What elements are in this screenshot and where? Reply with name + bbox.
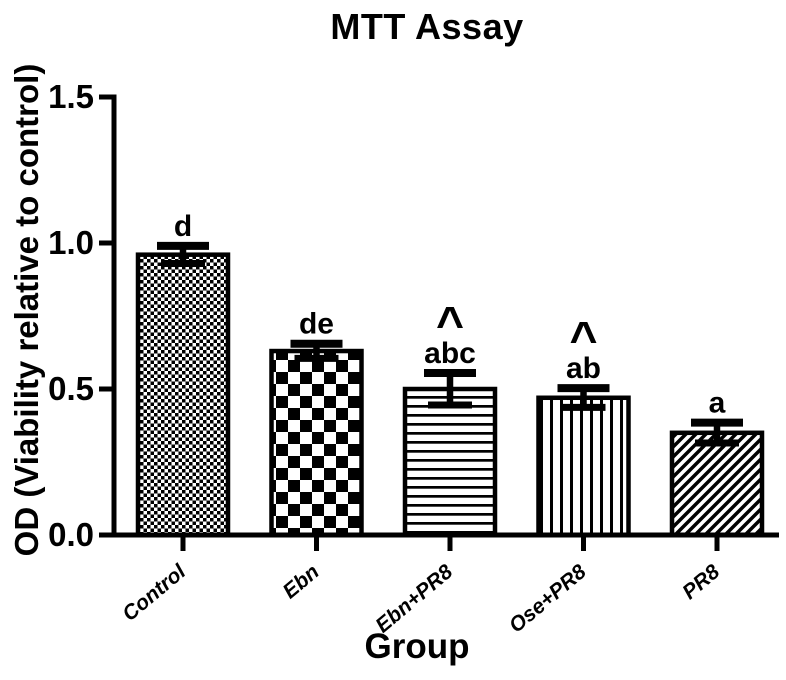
- y-tick-label-0: 0.0: [48, 516, 94, 553]
- y-axis-title: OD (Viability relative to control): [8, 63, 45, 557]
- error-bar-ebn: [290, 339, 343, 362]
- significance-caret-ebn-pr8: ^: [436, 298, 464, 351]
- error-bar-ebn-pr8: [424, 368, 476, 409]
- significance-ebn: de: [299, 308, 334, 341]
- bar-ebn-pr8: [402, 386, 498, 538]
- bar-ose-pr8: [536, 395, 631, 538]
- error-bar-control: [157, 241, 209, 267]
- error-bar-ose-pr8: [557, 384, 610, 411]
- x-tick-label-control: Control: [118, 559, 191, 625]
- y-tick-label-2: 1.0: [48, 224, 94, 261]
- x-tick-label-ebn: Ebn: [279, 560, 324, 603]
- x-axis-title: Group: [364, 627, 470, 666]
- x-tick-label-pr8: PR8: [678, 560, 724, 604]
- significance-control: d: [174, 210, 192, 243]
- significance-ebn-pr8: abc: [424, 337, 476, 370]
- bar-control: [135, 252, 231, 538]
- significance-ose-pr8: ab: [566, 352, 601, 385]
- significance-caret-ose-pr8: ^: [569, 313, 597, 366]
- significance-pr8: a: [709, 387, 726, 420]
- chart-title: MTT Assay: [330, 6, 524, 47]
- x-tick-label-ose-pr8: Ose+PR8: [505, 560, 591, 637]
- error-bar-pr8: [691, 418, 743, 447]
- bar-ebn: [269, 348, 364, 538]
- y-tick-label-1: 0.5: [48, 370, 94, 407]
- bar-pr8: [669, 430, 765, 538]
- x-tick-label-ebn-pr8: Ebn+PR8: [371, 560, 457, 637]
- y-tick-label-3: 1.5: [48, 78, 94, 115]
